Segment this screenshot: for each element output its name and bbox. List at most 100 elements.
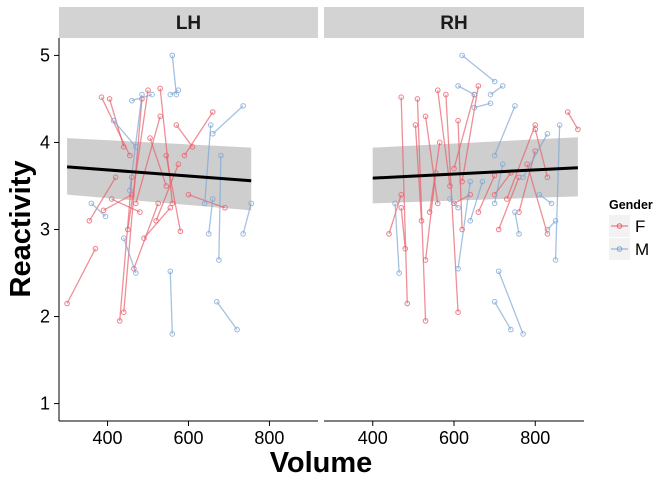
series-line-f — [188, 194, 226, 209]
data-point-f — [422, 113, 429, 120]
data-point-f — [177, 228, 184, 235]
data-point-f — [120, 309, 127, 315]
data-point-f — [575, 126, 581, 133]
confidence-band — [372, 137, 578, 204]
series-line-f — [175, 124, 194, 148]
series-line-m — [129, 94, 143, 191]
data-point-m — [548, 200, 555, 207]
data-point-f — [167, 204, 174, 211]
data-point-m — [173, 91, 180, 98]
facet-strip-rh — [324, 7, 584, 38]
data-point-m — [512, 209, 518, 215]
series-line-f — [414, 125, 423, 221]
data-point-f — [209, 109, 216, 115]
series-line-f — [108, 98, 125, 147]
data-point-f — [495, 226, 502, 233]
data-point-m — [88, 200, 95, 207]
legend-label-f: F — [635, 217, 645, 236]
data-point-m — [240, 231, 246, 237]
x-tick-label: 800 — [520, 428, 550, 448]
y-axis-title: Reactivity — [5, 160, 37, 297]
series-line-f — [165, 155, 182, 232]
data-point-f — [124, 226, 131, 233]
series-line-f — [461, 85, 480, 182]
facet-label-lh: LH — [176, 13, 201, 34]
data-point-m — [508, 326, 514, 333]
series-line-m — [457, 181, 471, 269]
data-point-f — [163, 183, 170, 189]
data-point-m — [209, 196, 216, 202]
series-line-m — [169, 271, 173, 334]
data-point-m — [487, 100, 494, 107]
data-point-m — [491, 78, 498, 85]
data-point-m — [167, 91, 174, 98]
data-point-f — [108, 196, 115, 202]
data-point-m — [471, 104, 478, 111]
data-point-f — [398, 204, 404, 211]
series-line-m — [546, 220, 557, 230]
data-point-f — [451, 200, 457, 207]
facet-panels: LH RH — [59, 7, 584, 337]
legend-key-point — [616, 246, 623, 252]
facet-strip-lh — [59, 7, 318, 38]
series-line-f — [123, 98, 143, 313]
trend-line — [66, 165, 252, 183]
data-point-m — [512, 103, 518, 109]
y-tick-label: 4 — [40, 132, 50, 152]
data-point-f — [524, 161, 530, 168]
series-line-m — [169, 89, 179, 96]
data-point-m — [487, 91, 494, 98]
data-point-m — [536, 191, 543, 198]
series-line-m — [171, 55, 178, 95]
data-point-m — [459, 52, 465, 59]
data-point-m — [205, 231, 212, 237]
series-line-f — [400, 97, 408, 304]
series-line-f — [453, 94, 475, 169]
data-point-m — [467, 217, 474, 224]
data-point-f — [504, 196, 510, 202]
x-tick-label: 400 — [358, 428, 388, 448]
data-point-m — [209, 130, 216, 137]
data-point-f — [64, 300, 70, 307]
data-point-m — [214, 298, 220, 305]
facet-panel-lh: LH — [59, 7, 318, 337]
legend-key-point — [616, 223, 623, 229]
series-line-f — [159, 88, 173, 204]
data-point-m — [544, 130, 551, 137]
data-point-m — [499, 83, 506, 89]
series-line-f — [127, 90, 149, 230]
series-line-f — [424, 116, 439, 204]
series-line-m — [204, 124, 212, 204]
data-point-f — [145, 87, 151, 94]
data-point-m — [240, 103, 246, 109]
data-point-f — [127, 152, 133, 159]
x-tick-label: 600 — [173, 428, 203, 448]
data-point-m — [120, 235, 127, 242]
series-line-m — [218, 155, 222, 260]
data-point-f — [133, 200, 139, 207]
data-point-f — [447, 183, 453, 189]
data-point-f — [459, 226, 465, 233]
data-point-f — [402, 245, 409, 252]
series-line-m — [394, 203, 400, 274]
series-line-f — [567, 111, 579, 130]
legend-title: Gender — [609, 198, 653, 212]
series-line-f — [88, 176, 117, 222]
series-line-f — [498, 177, 520, 230]
data-point-m — [495, 268, 502, 275]
data-point-m — [544, 226, 551, 233]
series-line-m — [494, 105, 516, 156]
data-point-m — [455, 83, 461, 89]
data-point-m — [447, 196, 453, 202]
y-axis: 1 2 3 4 5 — [40, 38, 60, 421]
data-point-f — [475, 83, 482, 89]
data-point-m — [455, 204, 461, 211]
series-line-f — [477, 175, 496, 213]
data-point-m — [396, 270, 402, 276]
data-point-f — [112, 174, 119, 181]
series-line-m — [514, 211, 520, 234]
series-line-m — [90, 202, 106, 217]
data-point-f — [434, 200, 441, 207]
